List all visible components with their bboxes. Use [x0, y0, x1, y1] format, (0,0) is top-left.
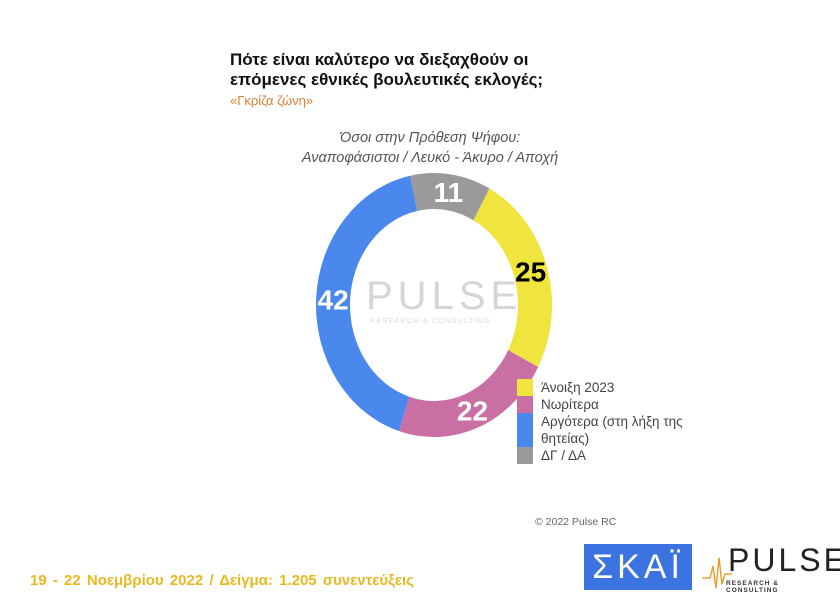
legend-swatch [517, 379, 533, 396]
footer-fieldwork: 19 - 22 Νοεμβρίου 2022 / Δείγμα: 1.205 σ… [30, 572, 414, 589]
title-line-1: Πότε είναι καλύτερο να διεξαχθούν οι [230, 50, 529, 69]
data-label: 25 [515, 257, 546, 288]
legend-item: Αργότερα (στη λήξη της θητείας) [517, 413, 701, 447]
population-note: Όσοι στην Πρόθεση Ψήφου: Αναποφάσιστοι /… [270, 128, 590, 168]
data-label: 42 [318, 284, 349, 315]
chart-legend: Άνοιξη 2023 Νωρίτερα Αργότερα (στη λήξη τη… [517, 379, 701, 464]
note-line-1: Όσοι στην Πρόθεση Ψήφου: [339, 130, 521, 146]
pulse-logo: PULSE RESEARCH & CONSULTING [702, 542, 840, 594]
legend-swatch [517, 396, 533, 413]
chart-subtitle: «Γκρίζα ζώνη» [230, 93, 314, 108]
legend-item: Νωρίτερα [517, 396, 701, 413]
note-line-2: Αναποφάσιστοι / Λευκό - Άκυρο / Αποχή [301, 150, 559, 166]
legend-label: Αργότερα (στη λήξη της θητείας) [541, 414, 683, 446]
legend-item: Άνοιξη 2023 [517, 379, 701, 396]
legend-item: ΔΓ / ΔΑ [517, 447, 701, 464]
legend-label: ΔΓ / ΔΑ [541, 448, 586, 463]
pulse-wave-icon [702, 557, 732, 589]
copyright: © 2022 Pulse RC [535, 516, 617, 528]
donut-slice [316, 175, 418, 432]
donut-slice [473, 188, 552, 367]
legend-swatch [517, 413, 533, 447]
donut-slice [399, 350, 539, 438]
data-label: 11 [434, 177, 464, 208]
chart-title: Πότε είναι καλύτερο να διεξαχθούν οι επό… [230, 50, 590, 90]
pulse-logo-tagline: RESEARCH & CONSULTING [726, 580, 779, 594]
legend-label: Νωρίτερα [541, 397, 599, 412]
pulse-logo-word: PULSE [728, 542, 840, 578]
data-label: 22 [457, 395, 488, 426]
skai-logo: ΣΚΑΪ [584, 544, 692, 590]
legend-label: Άνοιξη 2023 [541, 380, 615, 395]
skai-logo-text: ΣΚΑΪ [592, 547, 684, 586]
title-line-2: επόμενες εθνικές βουλευτικές εκλογές; [230, 70, 544, 89]
legend-swatch [517, 447, 533, 464]
donut-slice [410, 172, 490, 221]
